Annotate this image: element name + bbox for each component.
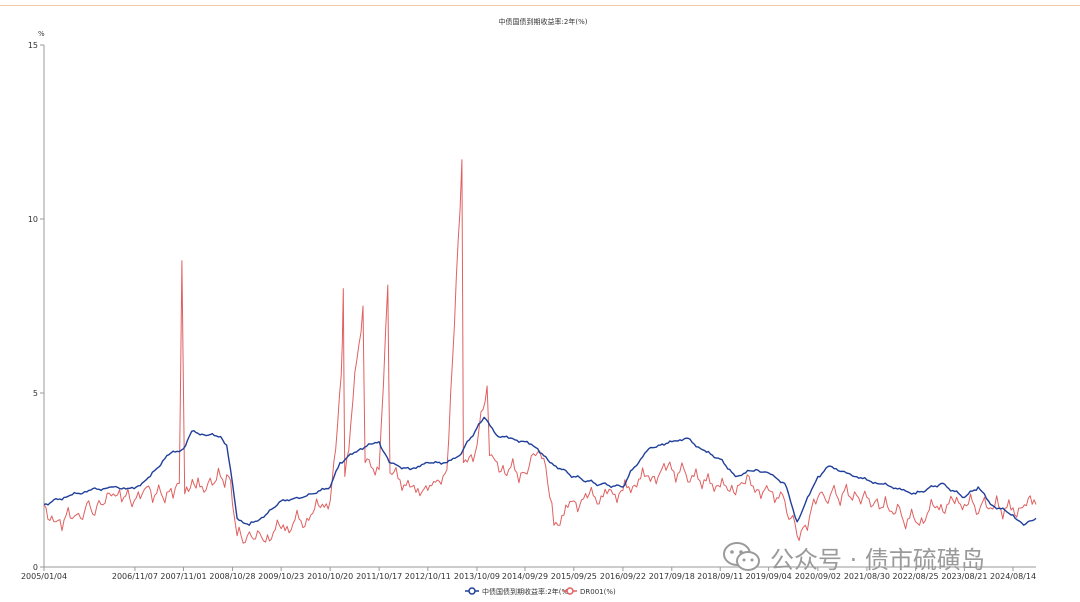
legend-item-dr001[interactable]: DR001(%) (563, 587, 616, 596)
y-unit-label: % (38, 30, 45, 38)
top-divider (0, 5, 1080, 6)
x-tick-label: 2024/08/14 (990, 572, 1036, 581)
chart-title: 中债国债到期收益率:2年(%) (499, 17, 588, 26)
x-tick-label: 2023/08/21 (941, 572, 987, 581)
x-tick-label: 2008/10/28 (209, 572, 255, 581)
y-tick-label: 10 (28, 215, 38, 224)
x-tick-label: 2009/10/23 (258, 572, 304, 581)
x-tick-label: 2018/09/11 (697, 572, 743, 581)
x-tick-label: 2019/09/04 (746, 572, 792, 581)
legend-swatch-marker (566, 587, 574, 595)
plot-area (43, 159, 1037, 544)
legend-swatch-marker (468, 587, 476, 595)
x-tick-label: 2014/09/29 (502, 572, 548, 581)
x-tick-label: 2006/11/07 (112, 572, 158, 581)
x-tick-label: 2013/10/09 (454, 572, 500, 581)
series-line-dr001 (43, 159, 1037, 544)
legend[interactable]: 中债国债到期收益率:2年(%) DR001(%) (465, 587, 616, 596)
legend-label: 中债国债到期收益率:2年(%) (482, 587, 571, 596)
x-tick-label: 2010/10/20 (307, 572, 353, 581)
x-tick-label: 2015/09/25 (551, 572, 597, 581)
y-axis: 0 5 10 15 (28, 41, 45, 572)
x-axis: 2005/01/04 2006/11/07 2007/11/01 2008/10/28… (21, 566, 1036, 581)
y-tick-label: 15 (28, 41, 38, 50)
watermark-text: 公众号 · 债市硫磺岛 (770, 545, 985, 574)
x-tick-label: 2011/10/17 (356, 572, 402, 581)
legend-item-cgb-2y[interactable]: 中债国债到期收益率:2年(%) (465, 587, 571, 596)
x-tick-label: 2020/09/02 (795, 572, 841, 581)
y-tick-label: 0 (33, 563, 38, 572)
wechat-icon (723, 542, 760, 571)
watermark: 公众号 · 债市硫磺岛 (722, 540, 985, 574)
x-tick-label: 2021/08/30 (844, 572, 890, 581)
series-line-cgb-2y (43, 416, 1037, 526)
x-tick-label: 2016/09/22 (600, 572, 646, 581)
x-tick-label: 2005/01/04 (21, 572, 67, 581)
x-tick-label: 2017/09/18 (649, 572, 695, 581)
legend-label: DR001(%) (580, 588, 616, 596)
x-tick-label: 2007/11/01 (160, 572, 206, 581)
x-tick-label: 2012/10/11 (405, 572, 451, 581)
y-tick-label: 5 (33, 389, 38, 398)
x-tick-label: 2022/08/25 (893, 572, 939, 581)
